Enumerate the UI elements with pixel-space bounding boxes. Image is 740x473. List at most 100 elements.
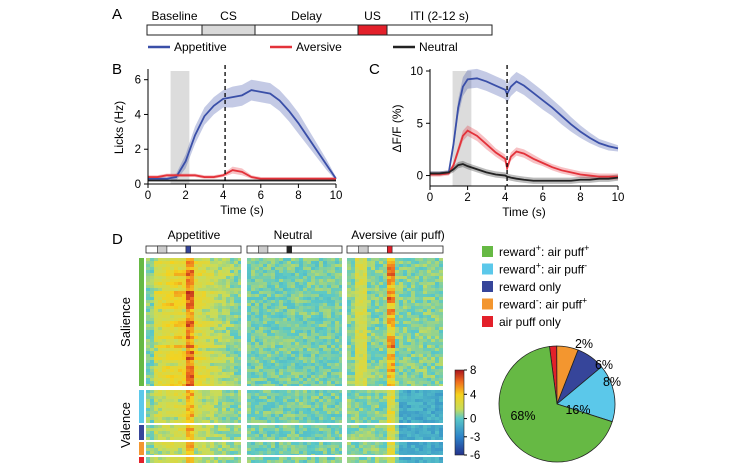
- heatmap-cell: [291, 267, 295, 270]
- heatmap-cell: [234, 291, 238, 294]
- heatmap-cell: [427, 442, 431, 445]
- heatmap-cell: [186, 428, 190, 431]
- heatmap-cell: [222, 414, 226, 417]
- heatmap-cell: [206, 390, 210, 393]
- heatmap-cell: [339, 448, 342, 451]
- heatmap-cell: [198, 442, 202, 445]
- heatmap-cell: [331, 384, 335, 386]
- heatmap-cell: [307, 300, 311, 303]
- heatmap-cell: [407, 327, 411, 330]
- heatmap-cell: [271, 261, 275, 264]
- heatmap-cell: [379, 425, 383, 428]
- heatmap-cell: [158, 411, 162, 414]
- heatmap-cell: [435, 300, 439, 303]
- heatmap-cell: [166, 442, 170, 445]
- heatmap-cell: [226, 393, 230, 396]
- heatmap-cell: [230, 321, 234, 324]
- heatmap-cell: [222, 279, 226, 282]
- heatmap-cell: [158, 258, 162, 261]
- heatmap-cell: [335, 378, 339, 381]
- heatmap-cell: [170, 273, 174, 276]
- heatmap-cell: [391, 366, 395, 369]
- heatmap-cell: [415, 381, 419, 384]
- heatmap-cell: [146, 381, 150, 384]
- heatmap-cell: [319, 345, 323, 348]
- heatmap-cell: [222, 261, 226, 264]
- heatmap-cell: [415, 460, 419, 463]
- heatmap-cell: [431, 454, 435, 455]
- heatmap-cell: [299, 378, 303, 381]
- heatmap-cell: [170, 258, 174, 261]
- heatmap-cell: [435, 366, 439, 369]
- heatmap-cell: [407, 354, 411, 357]
- heatmap-cell: [251, 369, 255, 372]
- heatmap-cell: [355, 282, 359, 285]
- heatmap-cell: [162, 273, 166, 276]
- heatmap-cell: [287, 312, 291, 315]
- heatmap-cell: [335, 363, 339, 366]
- heatmap-cell: [198, 333, 202, 336]
- heatmap-cell: [307, 372, 311, 375]
- heatmap-cell: [234, 309, 238, 312]
- heatmap-cell: [190, 454, 194, 455]
- heatmap-cell: [186, 445, 190, 448]
- heatmap-cell: [407, 434, 411, 437]
- heatmap-cell: [367, 264, 371, 267]
- heatmap-cell: [427, 363, 431, 366]
- heatmap-cell: [431, 451, 435, 454]
- heatmap-cell: [303, 333, 307, 336]
- heatmap-cell: [411, 348, 415, 351]
- heatmap-cell: [439, 264, 443, 267]
- heatmap-cell: [251, 345, 255, 348]
- heatmap-cell: [427, 279, 431, 282]
- heatmap-cell: [174, 324, 178, 327]
- heatmap-cell: [234, 381, 238, 384]
- heatmap-cell: [411, 454, 415, 455]
- heatmap-cell: [210, 351, 214, 354]
- heatmap-cell: [247, 279, 251, 282]
- heatmap-cell: [327, 333, 331, 336]
- heatmap-cell: [263, 454, 267, 455]
- heatmap-cell: [371, 258, 375, 261]
- heatmap-cell: [303, 428, 307, 431]
- heatmap-cell: [367, 437, 371, 440]
- heatmap-cell: [391, 372, 395, 375]
- heatmap-cell: [399, 390, 403, 393]
- heatmap-cell: [259, 294, 263, 297]
- heatmap-cell: [154, 375, 158, 378]
- heatmap-cell: [226, 312, 230, 315]
- heatmap-cell: [267, 303, 271, 306]
- heatmap-cell: [423, 425, 427, 428]
- heatmap-cell: [439, 345, 443, 348]
- heatmap-cell: [415, 276, 419, 279]
- heatmap-cell: [351, 327, 355, 330]
- heatmap-cell: [347, 402, 351, 405]
- heatmap-cell: [210, 273, 214, 276]
- heatmap-cell: [238, 312, 241, 315]
- heatmap-cell: [267, 258, 271, 261]
- heatmap-cell: [331, 258, 335, 261]
- heatmap-cell: [275, 318, 279, 321]
- heatmap-cell: [359, 393, 363, 396]
- heatmap-cell: [411, 318, 415, 321]
- heatmap-cell: [327, 363, 331, 366]
- heatmap-cell: [291, 375, 295, 378]
- heatmap-cell: [182, 306, 186, 309]
- heatmap-cell: [170, 354, 174, 357]
- heatmap-cell: [331, 267, 335, 270]
- heatmap-cell: [311, 297, 315, 300]
- heatmap-cell: [259, 291, 263, 294]
- heatmap-cell: [190, 378, 194, 381]
- heatmap-cell: [347, 288, 351, 291]
- heatmap-cell: [222, 288, 226, 291]
- heatmap-cell: [251, 267, 255, 270]
- heatmap-cell: [190, 282, 194, 285]
- heatmap-cell: [383, 420, 387, 423]
- heatmap-cell: [411, 460, 415, 463]
- heatmap-cell: [395, 330, 399, 333]
- heatmap-cell: [419, 327, 423, 330]
- heatmap-cell: [234, 393, 238, 396]
- heatmap-cell: [311, 306, 315, 309]
- heatmap-cell: [214, 279, 218, 282]
- heatmap-cell: [210, 276, 214, 279]
